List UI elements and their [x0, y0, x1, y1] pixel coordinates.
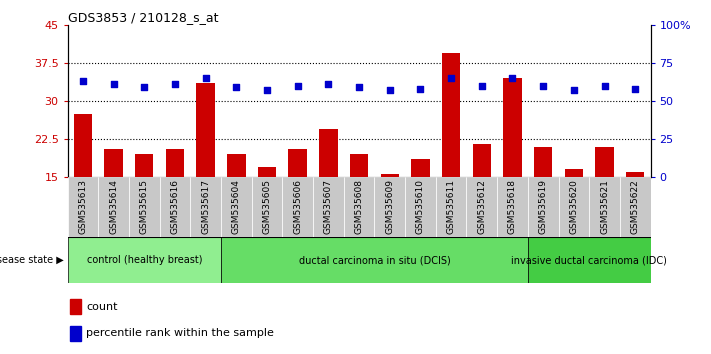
Text: GSM535618: GSM535618: [508, 179, 517, 234]
Point: [108, 81, 119, 87]
Bar: [129, 177, 159, 237]
Bar: [191, 177, 221, 237]
Point: [445, 75, 456, 81]
Point: [262, 87, 273, 93]
Bar: [282, 177, 313, 237]
Text: GSM535619: GSM535619: [539, 179, 547, 234]
Bar: [319, 129, 338, 177]
Bar: [98, 177, 129, 237]
Bar: [405, 177, 436, 237]
Bar: [375, 177, 405, 237]
Bar: [221, 177, 252, 237]
Bar: [466, 177, 497, 237]
Bar: [350, 154, 368, 177]
Bar: [227, 154, 245, 177]
Bar: [565, 170, 583, 177]
Point: [323, 81, 334, 87]
Bar: [473, 144, 491, 177]
Point: [568, 87, 579, 93]
Text: percentile rank within the sample: percentile rank within the sample: [87, 328, 274, 338]
Text: GSM535608: GSM535608: [355, 179, 363, 234]
Text: GSM535622: GSM535622: [631, 179, 640, 234]
Bar: [166, 149, 184, 177]
Text: GSM535612: GSM535612: [477, 179, 486, 234]
Bar: [528, 237, 651, 283]
Text: GSM535620: GSM535620: [570, 179, 578, 234]
Text: GSM535613: GSM535613: [78, 179, 87, 234]
Point: [200, 75, 211, 81]
Point: [384, 87, 395, 93]
Bar: [626, 172, 644, 177]
Bar: [313, 177, 343, 237]
Bar: [380, 175, 399, 177]
Bar: [595, 147, 614, 177]
Point: [538, 83, 549, 88]
Bar: [70, 326, 80, 341]
Text: GSM535604: GSM535604: [232, 179, 241, 234]
Bar: [196, 83, 215, 177]
Text: ductal carcinoma in situ (DCIS): ductal carcinoma in situ (DCIS): [299, 255, 450, 265]
Point: [629, 86, 641, 92]
Text: GSM535617: GSM535617: [201, 179, 210, 234]
Point: [353, 84, 365, 90]
Text: GSM535616: GSM535616: [171, 179, 179, 234]
Text: control (healthy breast): control (healthy breast): [87, 255, 202, 265]
Text: GSM535614: GSM535614: [109, 179, 118, 234]
Bar: [68, 237, 221, 283]
Bar: [589, 177, 620, 237]
Bar: [442, 53, 460, 177]
Bar: [289, 149, 307, 177]
Bar: [436, 177, 466, 237]
Bar: [74, 114, 92, 177]
Text: GSM535609: GSM535609: [385, 179, 394, 234]
Bar: [135, 154, 154, 177]
Bar: [497, 177, 528, 237]
Text: count: count: [87, 302, 118, 312]
Point: [77, 78, 89, 84]
Bar: [68, 177, 98, 237]
Point: [169, 81, 181, 87]
Point: [507, 75, 518, 81]
Bar: [620, 177, 651, 237]
Bar: [534, 147, 552, 177]
Text: GSM535611: GSM535611: [447, 179, 456, 234]
Text: disease state ▶: disease state ▶: [0, 255, 64, 265]
Point: [292, 83, 304, 88]
Bar: [258, 167, 276, 177]
Text: GSM535610: GSM535610: [416, 179, 425, 234]
Bar: [411, 159, 429, 177]
Text: GSM535605: GSM535605: [262, 179, 272, 234]
Bar: [503, 78, 522, 177]
Bar: [528, 177, 559, 237]
Text: GSM535621: GSM535621: [600, 179, 609, 234]
Text: GSM535615: GSM535615: [140, 179, 149, 234]
Bar: [221, 237, 528, 283]
Text: GDS3853 / 210128_s_at: GDS3853 / 210128_s_at: [68, 11, 218, 24]
Bar: [159, 177, 191, 237]
Bar: [105, 149, 123, 177]
Point: [415, 86, 426, 92]
Text: invasive ductal carcinoma (IDC): invasive ductal carcinoma (IDC): [511, 255, 667, 265]
Point: [230, 84, 242, 90]
Bar: [559, 177, 589, 237]
Bar: [70, 299, 80, 314]
Point: [139, 84, 150, 90]
Bar: [252, 177, 282, 237]
Text: GSM535606: GSM535606: [293, 179, 302, 234]
Bar: [343, 177, 375, 237]
Text: GSM535607: GSM535607: [324, 179, 333, 234]
Point: [599, 83, 610, 88]
Point: [476, 83, 488, 88]
